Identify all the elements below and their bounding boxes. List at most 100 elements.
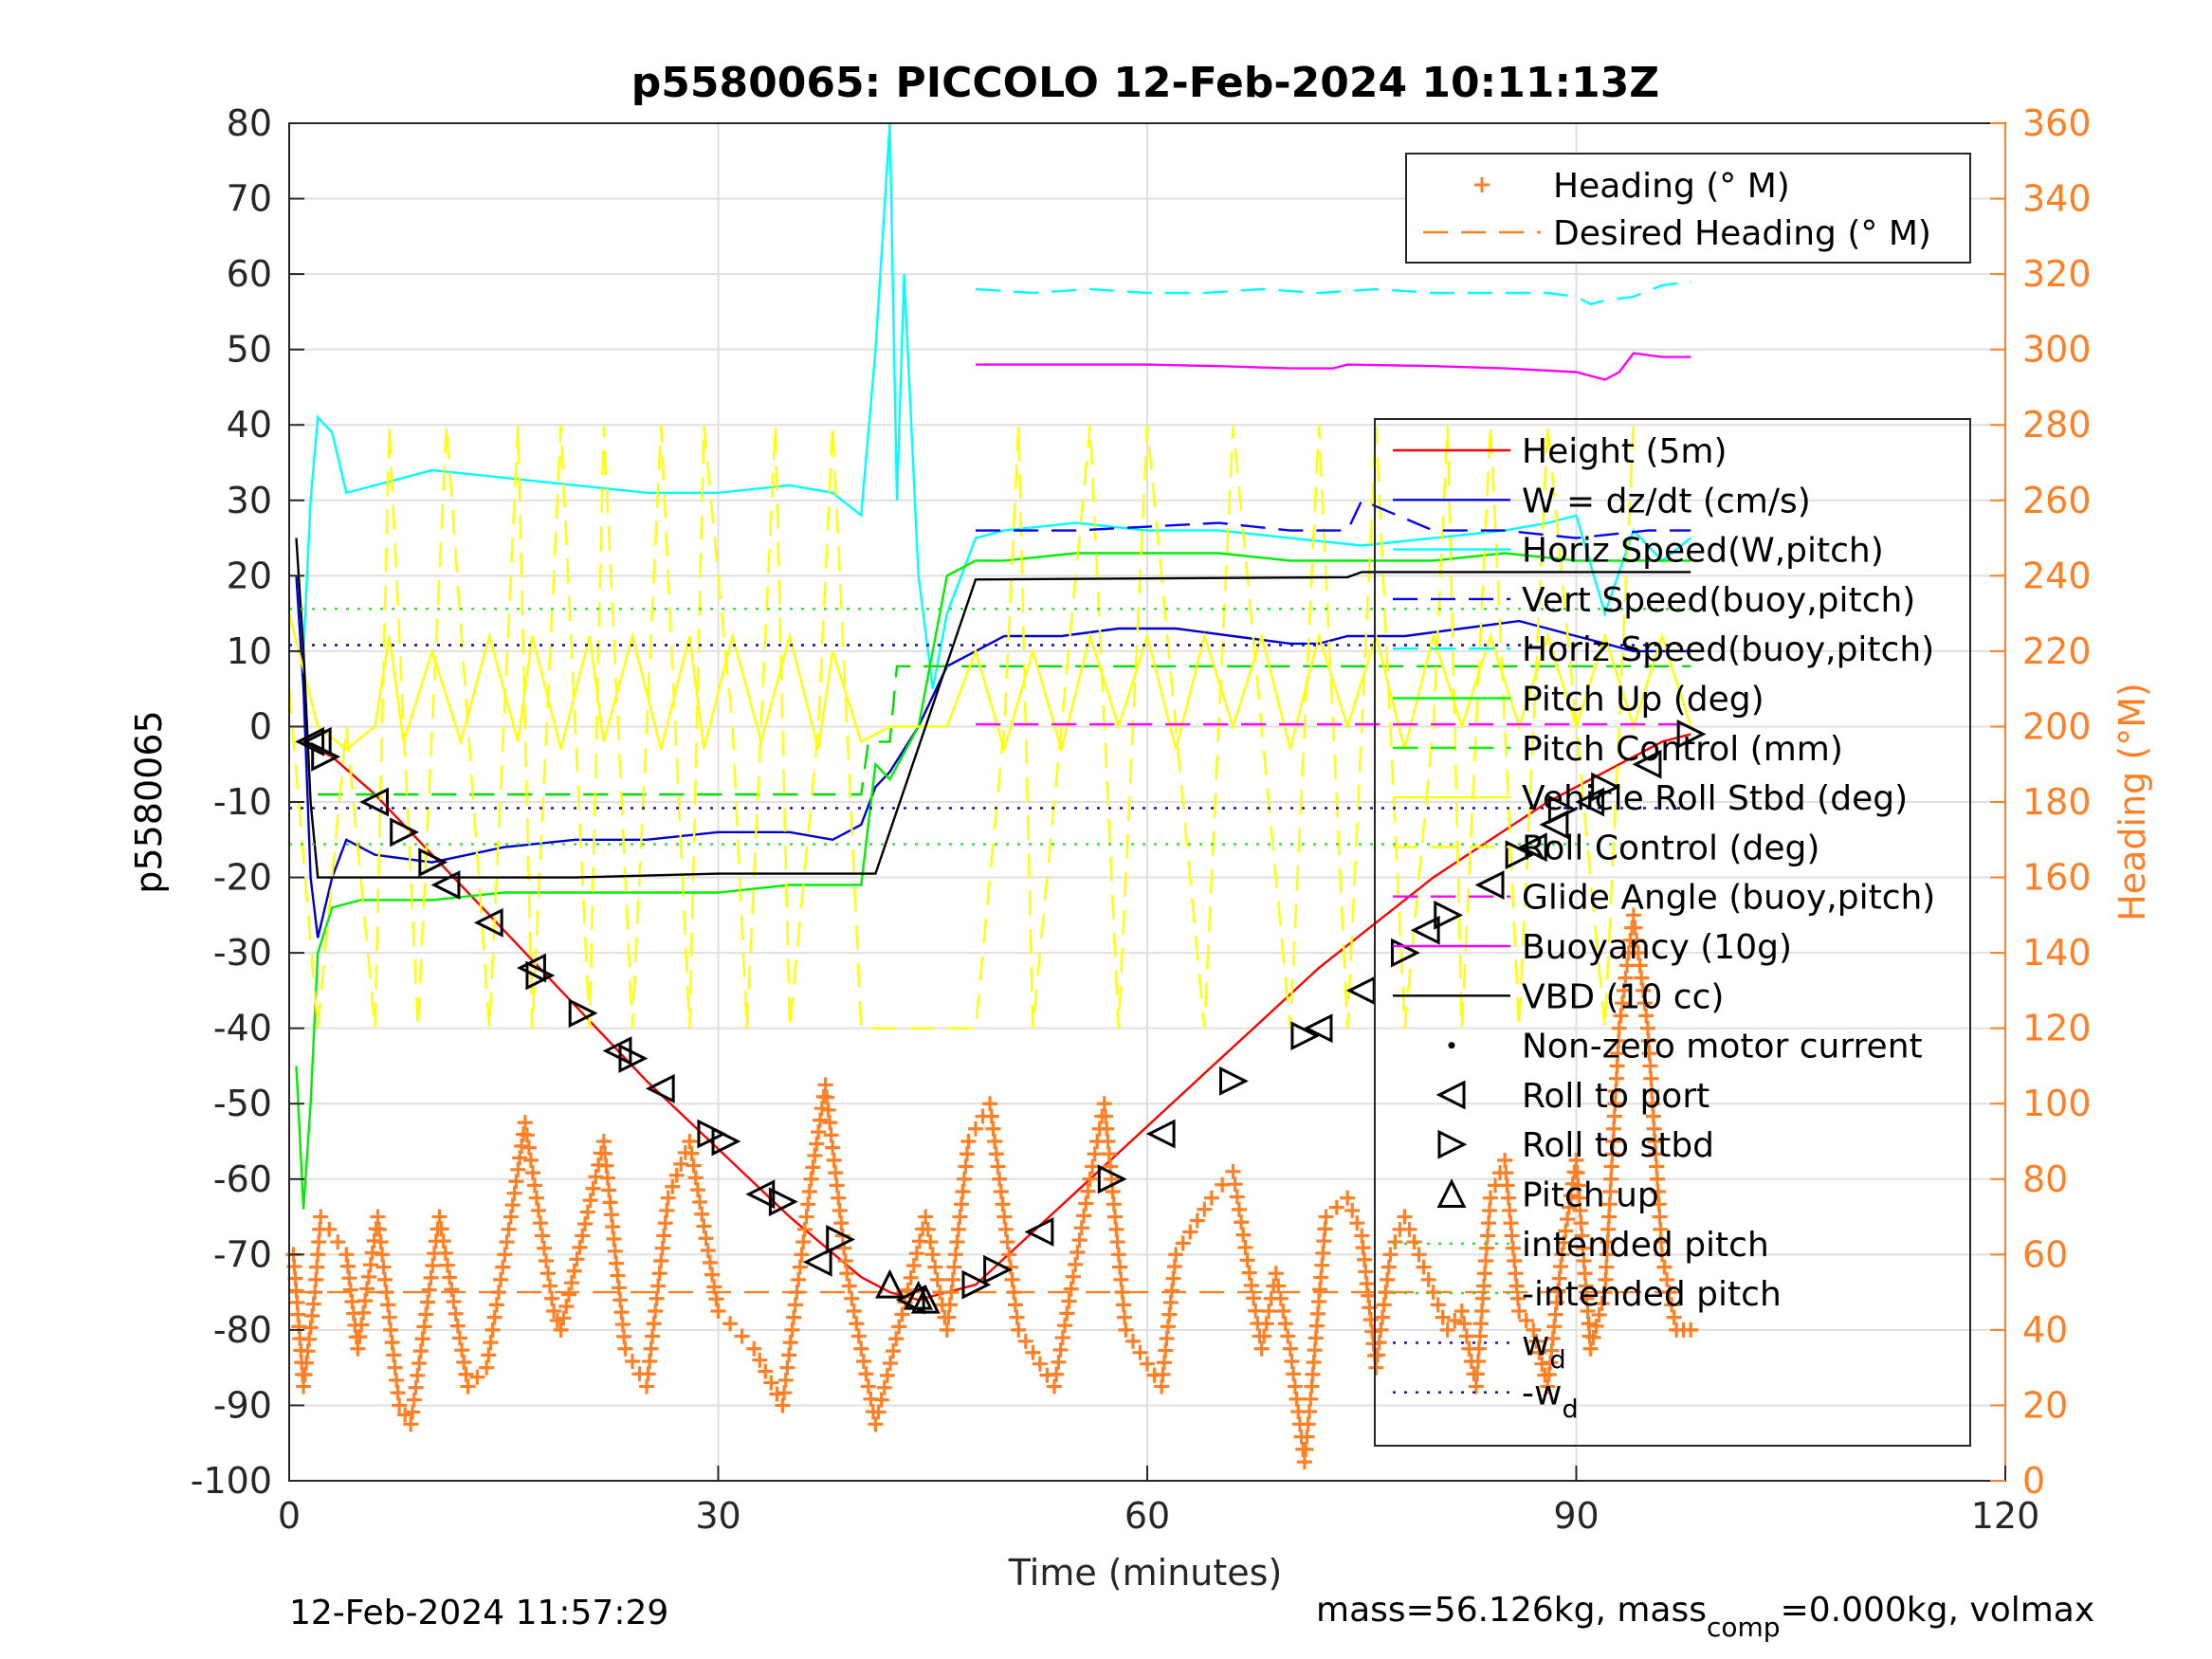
- heading-marker: [538, 1252, 554, 1268]
- heading-marker: [794, 1247, 810, 1263]
- y-right-tick-label: 60: [2022, 1233, 2068, 1275]
- heading-marker: [996, 1209, 1013, 1225]
- heading-marker: [706, 1279, 722, 1295]
- heading-marker: [1017, 1333, 1033, 1349]
- heading-marker: [777, 1385, 793, 1401]
- legend-heading: Heading (° M) Desired Heading (° M): [1405, 153, 1971, 264]
- chart-title: p5580065: PICCOLO 12-Feb-2024 10:11:13Z: [631, 59, 1659, 107]
- heading-marker: [1006, 1285, 1022, 1301]
- heading-marker: [454, 1342, 470, 1358]
- heading-marker: [528, 1190, 544, 1206]
- heading-marker: [530, 1202, 546, 1218]
- heading-marker: [1272, 1290, 1289, 1306]
- heading-marker: [532, 1215, 548, 1231]
- heading-marker: [1528, 1333, 1545, 1349]
- legend-main-label-text: Roll to port: [1522, 1077, 1709, 1116]
- heading-marker: [362, 1257, 378, 1273]
- heading-marker: [585, 1180, 601, 1196]
- roll-port-marker: [1474, 870, 1505, 900]
- heading-marker: [572, 1239, 588, 1255]
- legend-main-label-text: Buoyancy (10g): [1522, 928, 1792, 967]
- heading-marker: [526, 1177, 542, 1194]
- heading-marker: [522, 1152, 539, 1168]
- roll-stbd-marker: [1434, 900, 1464, 930]
- y-right-tick-label: 0: [2022, 1460, 2045, 1502]
- heading-marker: [534, 1228, 550, 1244]
- heading-marker: [807, 1147, 823, 1163]
- heading-marker: [499, 1234, 515, 1250]
- heading-marker: [553, 1322, 569, 1338]
- heading-marker: [876, 1379, 892, 1395]
- heading-marker: [469, 1369, 485, 1385]
- heading-marker: [692, 1194, 708, 1210]
- roll-port-marker: [645, 1073, 675, 1103]
- heading-marker: [868, 1416, 884, 1432]
- series-line: [976, 352, 1691, 381]
- heading-marker: [414, 1331, 430, 1347]
- heading-marker: [1284, 1354, 1300, 1370]
- heading-marker: [510, 1161, 526, 1177]
- heading-marker: [1286, 1366, 1302, 1382]
- y-tick-label: 40: [227, 404, 272, 446]
- heading-marker: [1376, 1297, 1392, 1313]
- heading-marker: [1080, 1183, 1096, 1199]
- roll-port-marker: [1632, 749, 1662, 779]
- legend-main: Height (5m) W = dz/dt (cm/s) Horiz Speed(W…: [1374, 418, 1971, 1447]
- heading-marker: [1057, 1318, 1073, 1334]
- y-axis-label: p5580065: [128, 710, 170, 893]
- heading-marker: [927, 1259, 943, 1275]
- heading-marker: [993, 1184, 1009, 1200]
- heading-marker: [488, 1297, 504, 1313]
- heading-marker: [1059, 1305, 1075, 1322]
- heading-marker: [1435, 1309, 1451, 1325]
- y-tick-label: -40: [213, 1008, 272, 1049]
- heading-marker: [839, 1266, 855, 1282]
- heading-marker: [1635, 982, 1651, 998]
- y-tick-label: 70: [227, 178, 272, 220]
- legend-main-label: Roll to stbd: [1522, 1126, 1714, 1165]
- heading-marker: [886, 1343, 902, 1359]
- legend-main-label: Glide Angle (buoy,pitch): [1522, 879, 1935, 918]
- y-right-tick-label: 220: [2022, 630, 2092, 672]
- legend-main-label-text: Roll Control (deg): [1522, 829, 1819, 867]
- heading-marker: [1078, 1195, 1094, 1212]
- heading-marker: [1561, 1199, 1577, 1215]
- heading-marker: [497, 1247, 513, 1263]
- pitch-up-marker: [904, 1280, 934, 1310]
- legend-heading-label: Heading (° M): [1553, 167, 1790, 206]
- legend-main-label: Vert Speed(buoy,pitch): [1522, 581, 1915, 620]
- heading-marker: [1054, 1330, 1070, 1346]
- heading-marker: [960, 1134, 977, 1149]
- heading-marker: [1271, 1278, 1287, 1294]
- heading-marker: [708, 1291, 724, 1307]
- heading-marker: [1225, 1163, 1241, 1179]
- legend-main-label-text: Vert Speed(buoy,pitch): [1522, 581, 1915, 620]
- heading-marker: [410, 1367, 426, 1383]
- heading-marker: [1554, 1247, 1570, 1263]
- heading-marker: [801, 1184, 817, 1200]
- heading-marker: [403, 1416, 419, 1432]
- heading-marker: [1258, 1316, 1274, 1332]
- legend-main-label: Roll to port: [1522, 1077, 1709, 1116]
- heading-marker: [1189, 1212, 1205, 1229]
- heading-marker: [358, 1281, 375, 1297]
- heading-marker: [763, 1375, 779, 1391]
- roll-port-marker: [1517, 832, 1547, 863]
- heading-marker: [484, 1322, 501, 1338]
- heading-marker: [360, 1268, 376, 1285]
- legend-sample-marker: [1437, 1129, 1468, 1159]
- heading-marker: [435, 1233, 451, 1249]
- heading-marker: [710, 1304, 726, 1319]
- heading-marker: [506, 1185, 522, 1201]
- heading-marker: [1085, 1158, 1101, 1175]
- heading-marker: [1049, 1366, 1065, 1382]
- legend-main-label-text: Glide Angle (buoy,pitch): [1522, 879, 1935, 918]
- heading-marker: [354, 1317, 370, 1333]
- heading-marker: [1124, 1333, 1141, 1349]
- roll-port-marker: [1575, 787, 1605, 817]
- heading-marker: [891, 1319, 907, 1335]
- heading-marker: [1231, 1201, 1247, 1217]
- heading-marker: [1656, 1259, 1673, 1275]
- y-tick-label: -50: [213, 1083, 272, 1124]
- heading-marker: [579, 1204, 595, 1220]
